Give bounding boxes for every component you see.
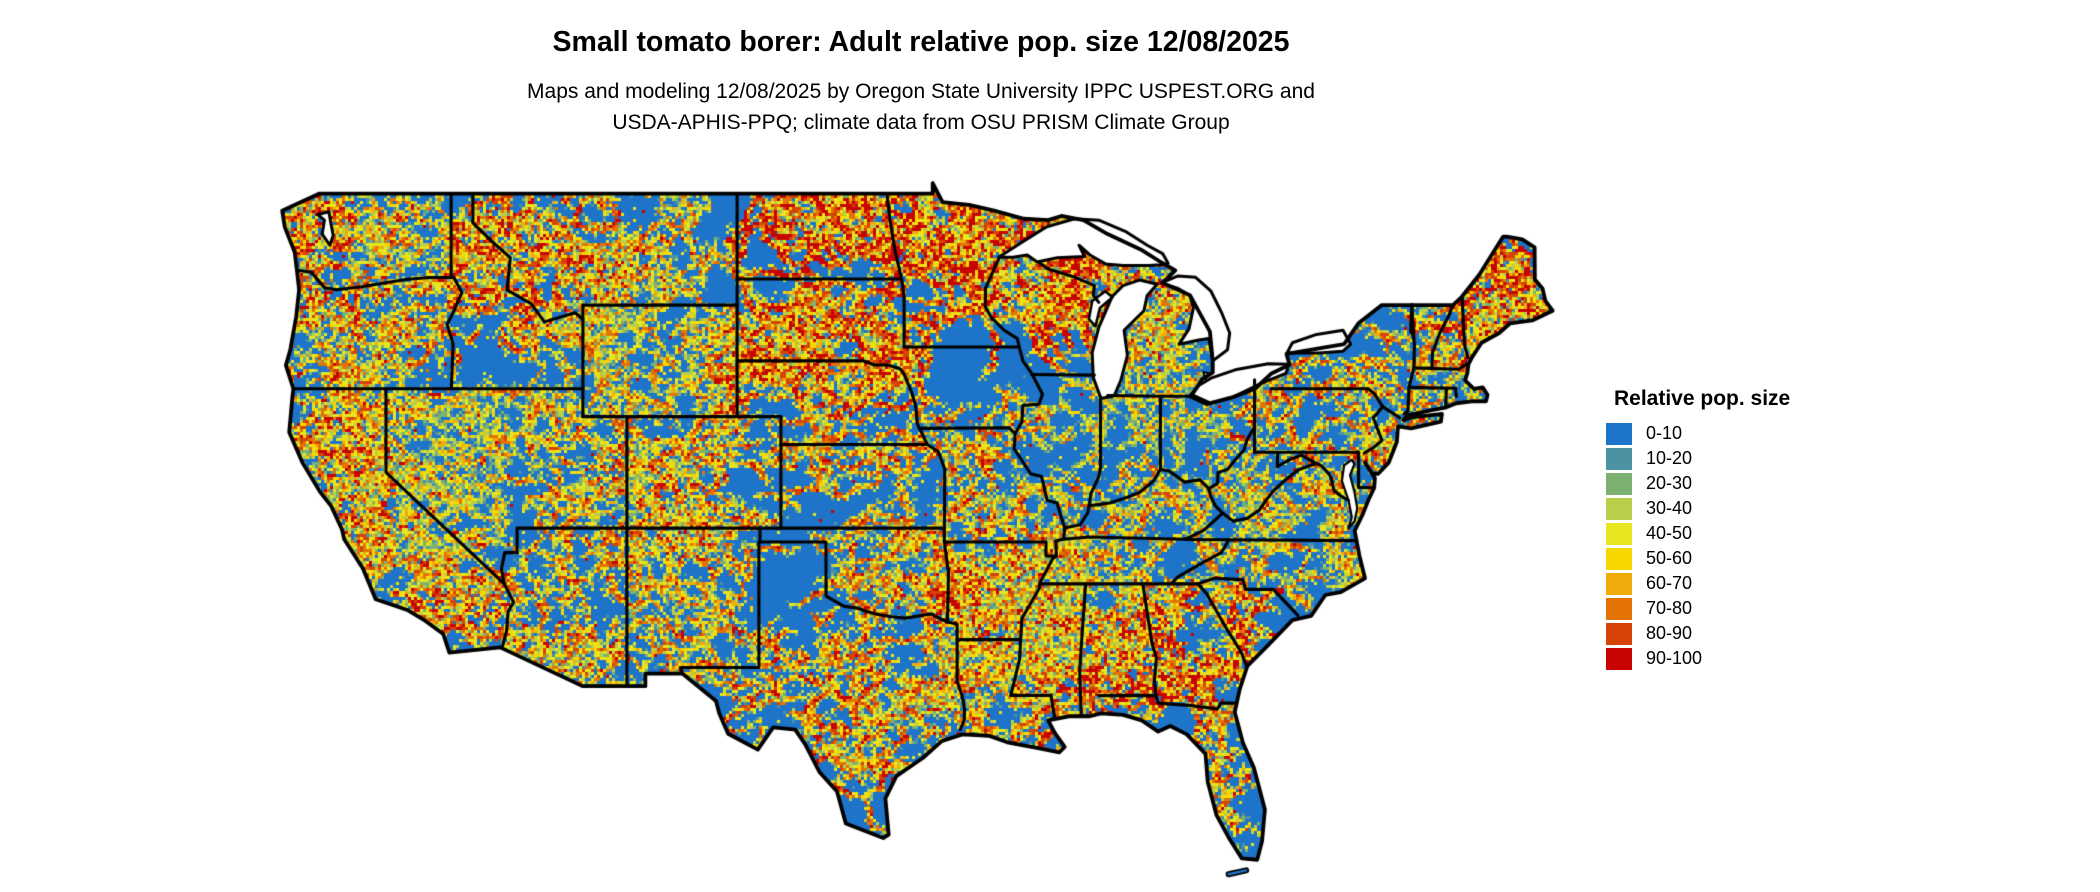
legend-swatch xyxy=(1606,647,1632,670)
legend-row: 70-80 xyxy=(1606,596,1790,621)
legend-row: 0-10 xyxy=(1606,421,1790,446)
legend-swatch xyxy=(1606,472,1632,495)
legend-label: 70-80 xyxy=(1646,598,1693,618)
legend-row: 20-30 xyxy=(1606,471,1790,496)
legend-row: 80-90 xyxy=(1606,621,1790,646)
legend-title: Relative pop. size xyxy=(1614,387,1791,410)
legend: Relative pop. size 0-10 10-20 20-30 30-4… xyxy=(1606,387,1790,671)
legend-label: 50-60 xyxy=(1646,548,1693,568)
legend-label: 10-20 xyxy=(1646,448,1693,468)
legend-swatch xyxy=(1606,572,1632,595)
legend-label: 0-10 xyxy=(1646,423,1683,443)
legend-swatch xyxy=(1606,447,1632,470)
legend-swatch xyxy=(1606,547,1632,570)
legend-swatch xyxy=(1606,622,1632,645)
legend-label: 60-70 xyxy=(1646,573,1693,593)
subtitle-line-1: Maps and modeling 12/08/2025 by Oregon S… xyxy=(527,80,1315,103)
subtitle: Maps and modeling 12/08/2025 by Oregon S… xyxy=(0,76,1842,138)
legend-swatch xyxy=(1606,597,1632,620)
legend-label: 40-50 xyxy=(1646,523,1693,543)
legend-swatch xyxy=(1606,522,1632,545)
page-title: Small tomato borer: Adult relative pop. … xyxy=(552,26,1290,58)
legend-row: 10-20 xyxy=(1606,446,1790,471)
legend-rows: 0-10 10-20 20-30 30-40 40-50 50-60 60-70… xyxy=(1606,421,1790,671)
subtitle-line-2: USDA-APHIS-PPQ; climate data from OSU PR… xyxy=(612,111,1230,134)
legend-row: 30-40 xyxy=(1606,496,1790,521)
legend-label: 20-30 xyxy=(1646,473,1693,493)
legend-label: 80-90 xyxy=(1646,623,1693,643)
legend-row: 40-50 xyxy=(1606,521,1790,546)
legend-swatch xyxy=(1606,497,1632,520)
legend-label: 90-100 xyxy=(1646,648,1703,668)
legend-label: 30-40 xyxy=(1646,498,1693,518)
legend-swatch xyxy=(1606,422,1632,445)
legend-row: 60-70 xyxy=(1606,571,1790,596)
legend-row: 90-100 xyxy=(1606,646,1790,671)
legend-row: 50-60 xyxy=(1606,546,1790,571)
